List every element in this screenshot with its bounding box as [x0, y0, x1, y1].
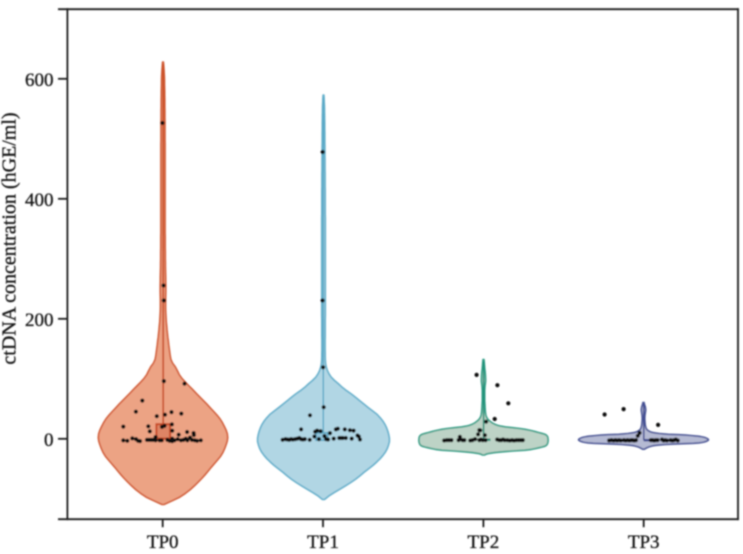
- svg-text:ctDNA concentration (hGE/ml): ctDNA concentration (hGE/ml): [0, 112, 21, 364]
- svg-text:TP2: TP2: [468, 532, 500, 553]
- svg-text:0: 0: [44, 430, 54, 451]
- svg-text:200: 200: [25, 310, 54, 331]
- svg-text:TP3: TP3: [628, 532, 660, 553]
- svg-text:600: 600: [25, 70, 54, 91]
- svg-text:TP1: TP1: [307, 532, 339, 553]
- svg-text:400: 400: [25, 190, 54, 211]
- svg-text:TP0: TP0: [147, 532, 179, 553]
